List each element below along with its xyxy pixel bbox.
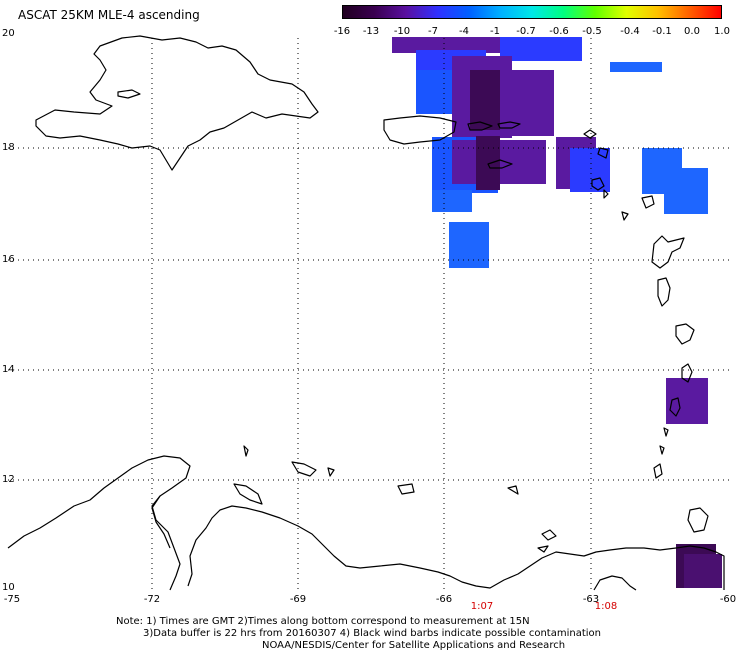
lon-label: -69 (290, 594, 306, 605)
coastline-grenadines (653, 427, 669, 479)
lon-label: -63 (583, 594, 599, 605)
swath-cell (500, 37, 582, 61)
lon-label: -72 (144, 594, 160, 605)
swath-cell (664, 168, 708, 214)
lat-label: 12 (2, 474, 15, 485)
graticule (8, 38, 730, 590)
lon-labels: -75 -72 -69 -66 -63 -60 (4, 594, 736, 605)
colorbar-label: -4 (459, 26, 469, 37)
note-line-1: Note: 1) Times are GMT 2)Times along bot… (116, 616, 530, 627)
wind-swaths (392, 37, 722, 588)
coastline-martinique (675, 323, 695, 345)
swath-cell (416, 70, 452, 114)
coastline-st-lucia (681, 363, 693, 383)
lat-label: 20 (2, 28, 15, 39)
coastline-hispaniola (35, 35, 319, 171)
coastline-st-vincent (669, 397, 681, 417)
time-label: 1:08 (595, 601, 617, 612)
note-line-3: NOAA/NESDIS/Center for Satellite Applica… (262, 640, 566, 651)
colorbar-label: -0.4 (620, 26, 640, 37)
colorbar-label: -0.7 (516, 26, 536, 37)
colorbar-label: -0.6 (549, 26, 569, 37)
colorbar-label: 0.0 (684, 26, 700, 37)
coastline-gonave (117, 89, 141, 99)
lat-labels: 20 18 16 14 12 10 (2, 28, 15, 593)
time-label: 1:07 (471, 601, 493, 612)
coastlines (7, 35, 725, 591)
coastline-puerto-rico (383, 115, 457, 145)
swath-cell (470, 70, 500, 130)
colorbar-label: -16 (333, 26, 351, 37)
coastline-aruba-curacao (233, 445, 335, 505)
coastline-trinidad (687, 507, 709, 533)
note-line-2: 3)Data buffer is 22 hrs from 20160307 4)… (143, 628, 601, 639)
lon-label: -60 (720, 594, 736, 605)
lon-label: -66 (436, 594, 452, 605)
swath-cell (476, 136, 500, 190)
coastline-gulf-venezuela (151, 495, 171, 549)
colorbar-label: -0.1 (652, 26, 672, 37)
colorbar-label: -10 (393, 26, 411, 37)
lon-label: -75 (4, 594, 20, 605)
coastline-islands-east (397, 483, 557, 553)
colorbar-label: -13 (362, 26, 380, 37)
lat-label: 18 (2, 142, 15, 153)
coastline-virgin-islands (467, 121, 521, 169)
lat-label: 16 (2, 254, 15, 265)
coastline-leeward-islands (583, 129, 655, 221)
colorbar-label: -1 (490, 26, 500, 37)
coastline-dominica (657, 277, 671, 307)
swath-cell (432, 190, 472, 212)
coastline-guadeloupe (651, 235, 685, 269)
map-title: ASCAT 25KM MLE-4 ascending (18, 8, 200, 22)
swath-cell (449, 222, 489, 268)
lat-label: 14 (2, 364, 15, 375)
colorbar-labels: -16 -13 -10 -7 -4 -1 -0.7 -0.6 -0.5 -0.4… (326, 26, 736, 40)
swath-cell (392, 37, 512, 53)
colorbar-label: 1.0 (714, 26, 730, 37)
colorbar-label: -7 (428, 26, 438, 37)
swath-cell (610, 62, 662, 72)
colorbar (342, 5, 722, 19)
swath-cell (684, 554, 722, 588)
time-labels: 1:07 1:08 (471, 601, 617, 612)
swath-cell (666, 378, 708, 424)
lat-label: 10 (2, 582, 15, 593)
colorbar-label: -0.5 (582, 26, 602, 37)
coastline-south-america (7, 455, 725, 591)
